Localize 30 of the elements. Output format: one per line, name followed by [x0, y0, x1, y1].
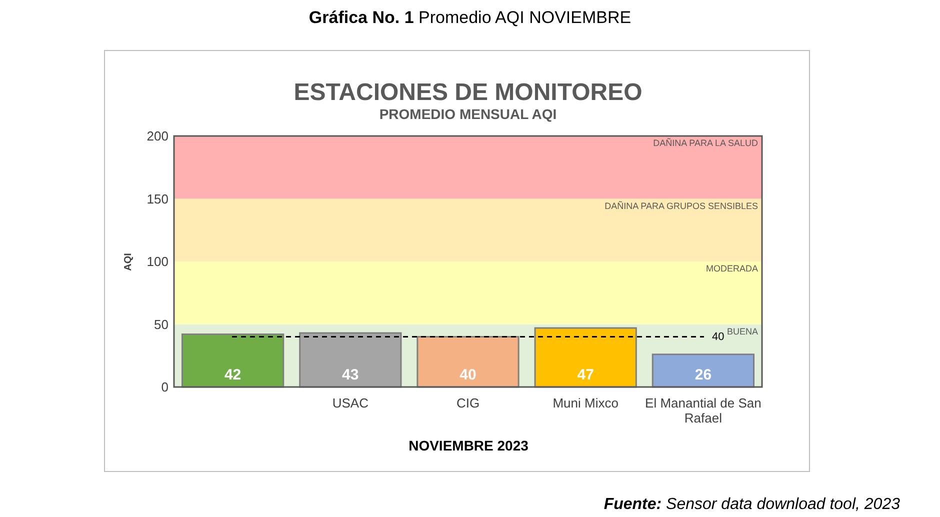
x-tick-label: Muni Mixco [552, 396, 618, 410]
data-label: 47 [577, 366, 594, 384]
bar [534, 327, 637, 388]
y-tick-label: 50 [154, 316, 168, 332]
y-tick-label: 150 [146, 191, 168, 206]
chart-title: ESTACIONES DE MONITOREO [294, 79, 642, 106]
band-label: BUENA [726, 326, 758, 336]
bar [416, 336, 520, 388]
bar [299, 332, 402, 388]
x-tick-label: CIG [456, 396, 480, 410]
data-label: 42 [224, 366, 242, 384]
band-label: DAÑINA PARA LA SALUD [653, 138, 758, 148]
bar [181, 334, 284, 388]
band-label: MODERADA [706, 264, 758, 274]
chart-subtitle: PROMEDIO MENSUAL AQI [379, 106, 557, 122]
data-label: 40 [460, 366, 476, 384]
y-tick-label: 200 [146, 128, 168, 144]
band-label: DAÑINA PARA GRUPOS SENSIBLES [604, 200, 758, 211]
y-axis-title: AQI [122, 252, 134, 271]
x-tick-label: USAC [332, 396, 368, 410]
x-tick-label: El Manantial de San Rafael [645, 396, 762, 426]
text: Gráfica No. 1 Promedio AQI NOVIEMBRE [308, 8, 632, 28]
source-note: Fuente: Sensor data download tool, 2023 [604, 496, 900, 514]
data-label: 26 [694, 366, 712, 384]
data-label: 43 [342, 366, 359, 384]
ref-line-label: 40 [712, 330, 724, 343]
y-tick-label: 0 [161, 380, 168, 394]
x-axis-title: NOVIEMBRE 2023 [408, 438, 529, 454]
y-tick-label: 100 [146, 254, 168, 269]
bar [652, 354, 755, 388]
